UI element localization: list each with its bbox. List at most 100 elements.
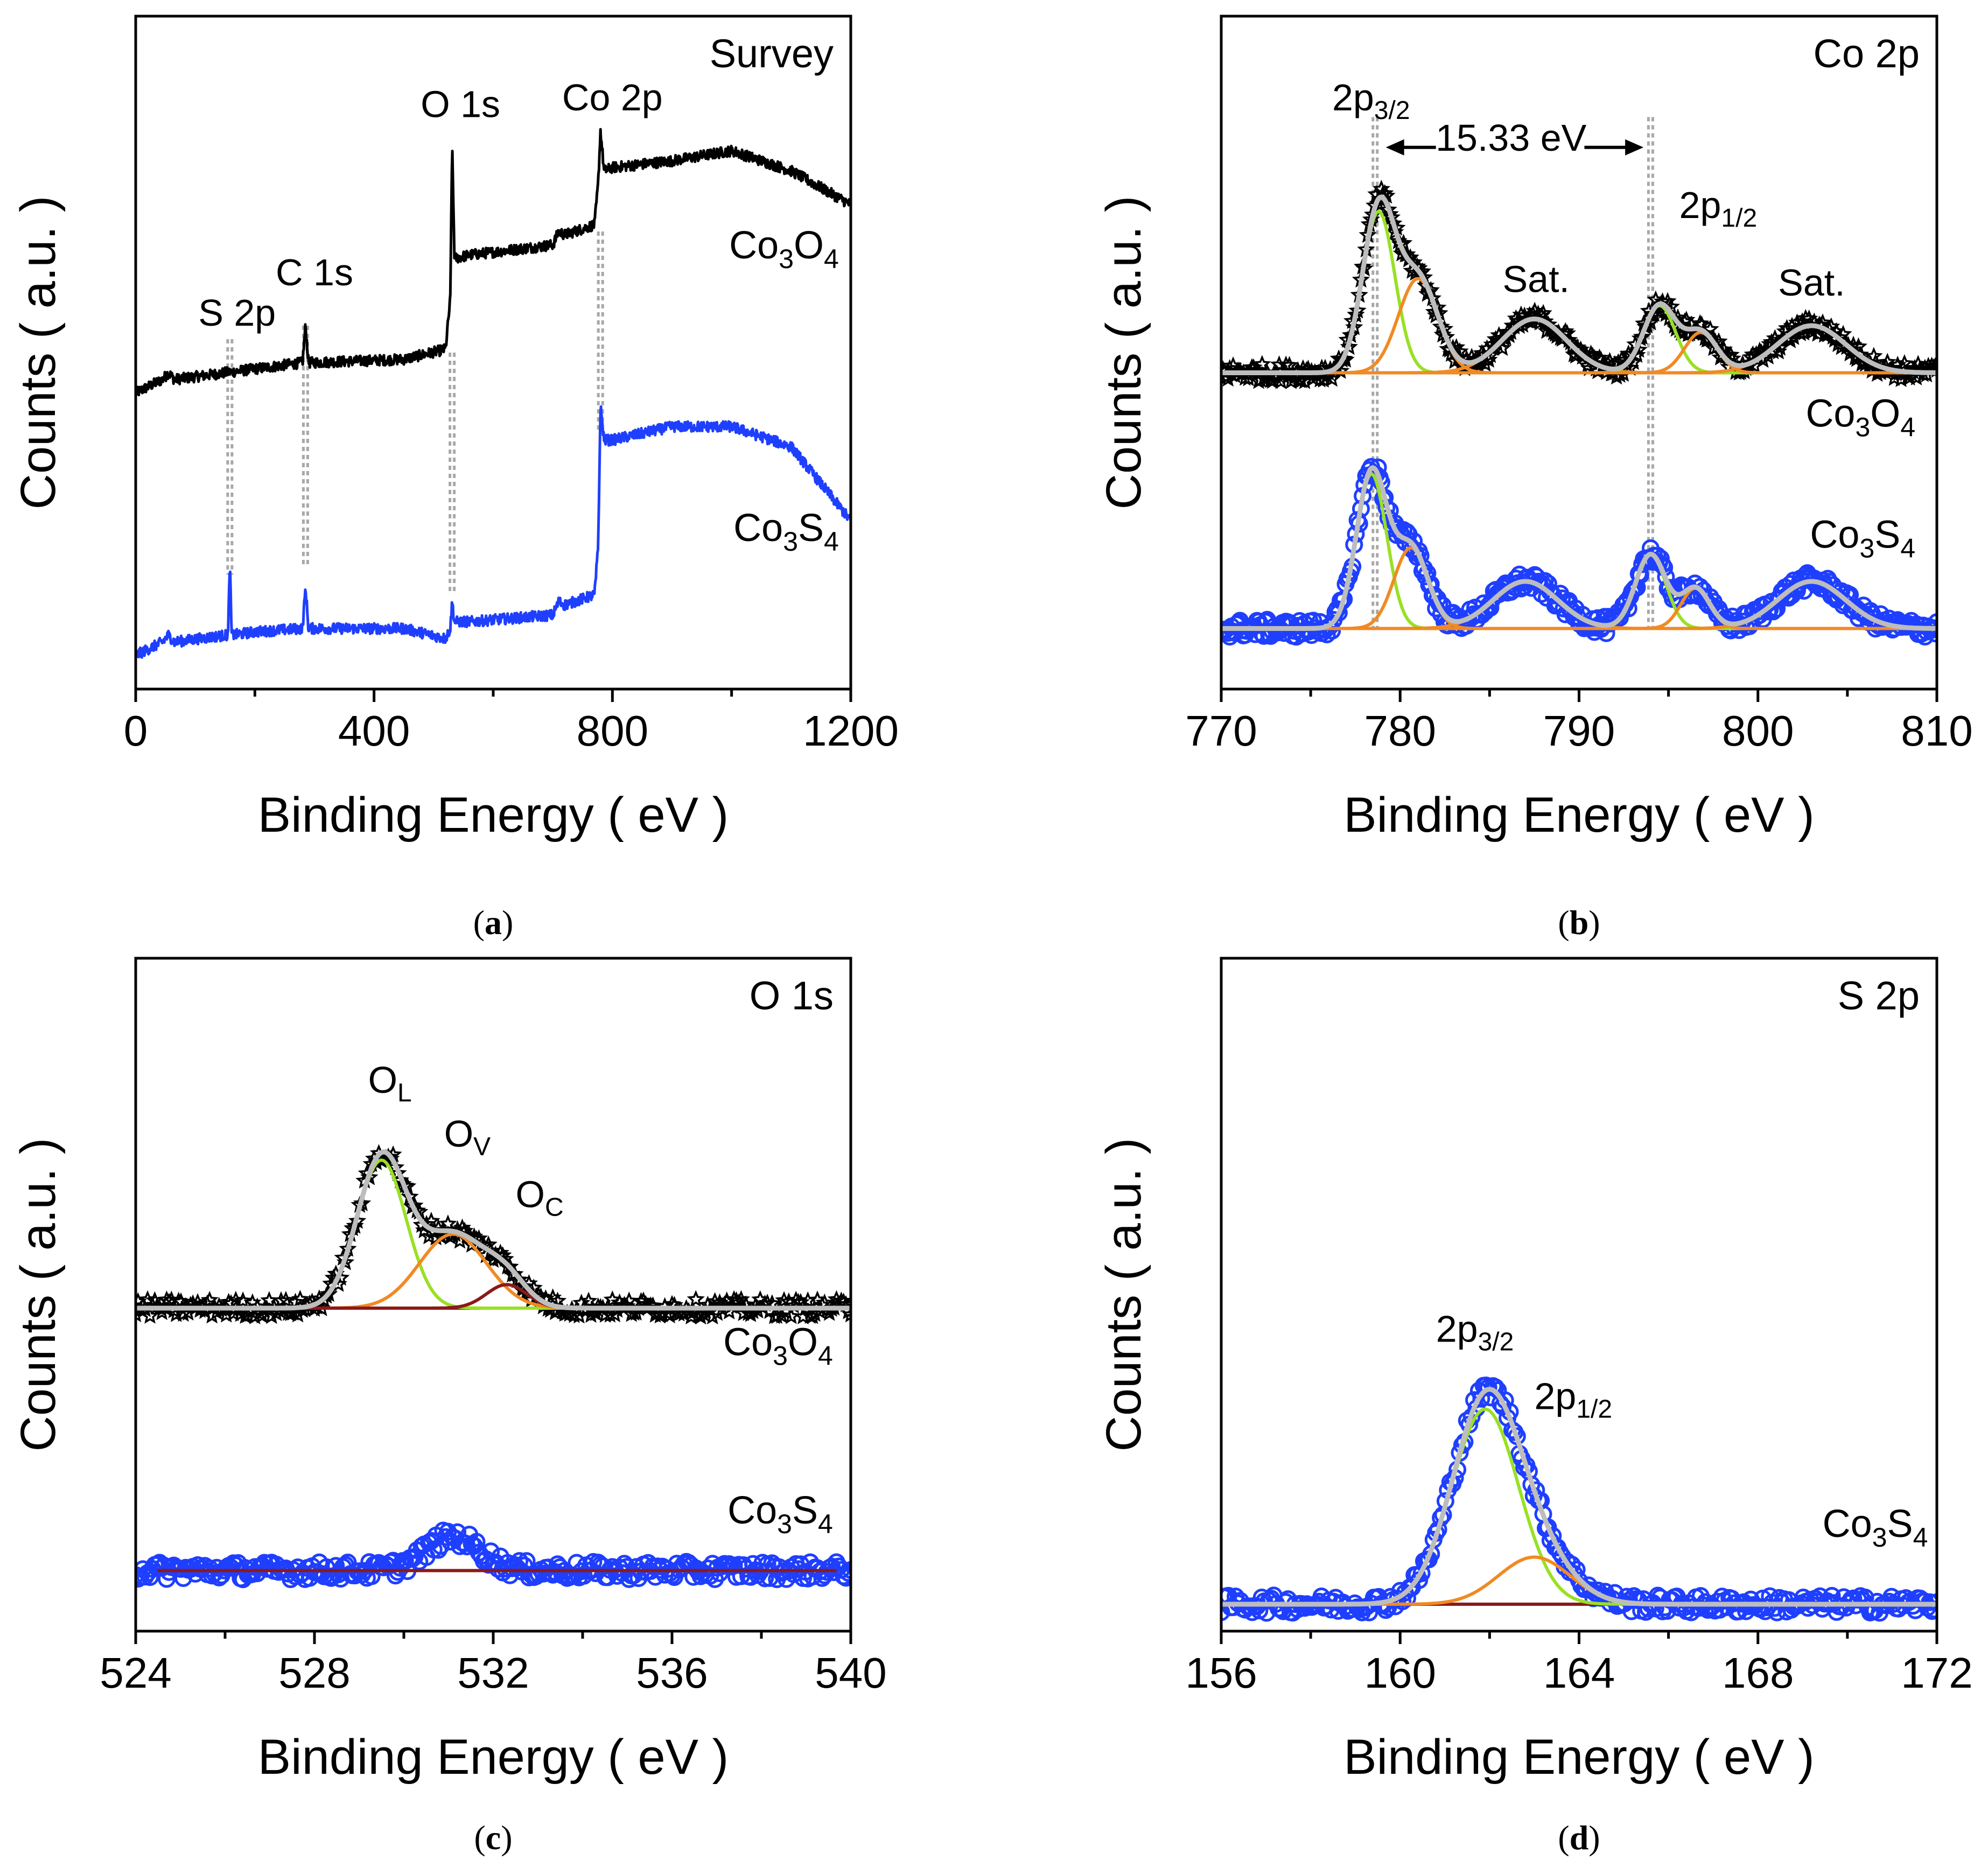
x-axis-label: Binding Energy ( eV ) [1343, 788, 1814, 842]
sample-label-0: Co3O4 [1805, 392, 1915, 443]
x-tick-label: 780 [1364, 707, 1436, 755]
fit-envelope [1221, 1387, 1937, 1607]
x-tick-label: 532 [457, 1649, 529, 1697]
panel-caption-d: (d) [1558, 1818, 1600, 1857]
y-axis-label: Counts ( a.u. ) [11, 196, 66, 510]
data-point [1539, 1518, 1557, 1536]
sample-label-1: Co3S4 [1810, 514, 1915, 564]
sample-label-co: Co [723, 1321, 773, 1364]
data-point [1314, 370, 1333, 388]
plot-area [136, 1144, 851, 1589]
data-point [482, 1542, 500, 1561]
data-point [579, 1291, 598, 1309]
x-tick-label: 156 [1185, 1649, 1257, 1697]
data-point [200, 1290, 219, 1308]
data-point [234, 1291, 252, 1309]
panel-caption-b: (b) [1558, 903, 1600, 942]
data-point [1701, 320, 1719, 337]
caption-paren-open: ( [1558, 1818, 1569, 1857]
data-point [687, 1290, 705, 1308]
panel-b: 770 780 790 800 810 Binding Energy ( eV ) Coun… [1096, 15, 1973, 842]
x-tick-label: 540 [815, 1649, 886, 1697]
data-point [1721, 345, 1740, 363]
data-point [842, 1305, 851, 1323]
sample-label-co: Co [727, 1489, 777, 1532]
data-point [136, 1570, 147, 1588]
peak-label-base: 2p [1436, 1308, 1478, 1350]
sample-label-anion: S [798, 507, 824, 550]
x-axis: 524 528 532 536 540 [100, 1631, 887, 1697]
peak-label-2: OC [516, 1174, 564, 1222]
x-tick-label: 524 [100, 1649, 171, 1697]
peak-label-0: 2p3/2 [1332, 76, 1410, 125]
x-tick-label: 800 [577, 707, 648, 755]
sample-label-anion: S [792, 1489, 818, 1532]
data-point [439, 1214, 457, 1232]
x-tick-label: 528 [278, 1649, 350, 1697]
peak-label-1: 2p1/2 [1534, 1375, 1612, 1424]
fit-envelope [1221, 194, 1937, 375]
data-point [1831, 584, 1849, 602]
panel-a: 0 400 800 1200 Binding Energy ( eV ) Counts (… [11, 15, 899, 842]
panel-title: S 2p [1838, 973, 1920, 1018]
data-point [510, 1270, 529, 1288]
caption-paren-close: ) [1588, 1818, 1600, 1857]
x-axis-label: Binding Energy ( eV ) [1343, 1730, 1814, 1785]
caption-paren-close: ) [502, 903, 513, 942]
x-axis-label: Binding Energy ( eV ) [258, 788, 729, 842]
caption-paren-open: ( [474, 1818, 485, 1857]
caption-letter: d [1570, 1818, 1589, 1857]
panel-caption-c: (c) [474, 1818, 512, 1857]
x-tick-label: 790 [1543, 707, 1615, 755]
sample-label-co: Co [733, 507, 783, 550]
data-point [1425, 303, 1444, 320]
annotation-1: Sat. [1778, 262, 1845, 304]
data-point [272, 1291, 290, 1309]
spectrum-line [136, 128, 851, 397]
panel-c: 524 528 532 536 540 Binding Energy ( eV ) Coun… [11, 957, 887, 1785]
sample-label-0: Co3S4 [1823, 1502, 1928, 1553]
sample-label-co: Co [729, 224, 779, 267]
data-point [319, 1284, 338, 1302]
sample-label-0: Co3O4 [729, 224, 839, 274]
peak-label-base: 2p [1534, 1375, 1576, 1417]
sample-label-sub1: 3 [777, 1509, 792, 1539]
panel-d: 156 160 164 168 172 Binding Energy ( eV ) Coun… [1096, 957, 1973, 1785]
data-point [1928, 613, 1937, 631]
data-point [1928, 360, 1937, 378]
data-point [422, 1211, 440, 1229]
data-point [1253, 355, 1271, 373]
annotation-3: Co 2p [562, 76, 663, 118]
data-point [601, 1305, 619, 1323]
y-axis-label: Counts ( a.u. ) [11, 1138, 66, 1452]
series-co3o4 [1221, 179, 1937, 389]
peak-label-sub: 3/2 [1374, 96, 1410, 125]
sample-label-sub1: 3 [1855, 412, 1870, 443]
sample-label-sub2: 4 [1900, 412, 1915, 443]
x-axis: 0 400 800 1200 [124, 689, 899, 755]
data-point [1336, 350, 1355, 368]
sample-label-sub2: 4 [824, 526, 839, 557]
data-point [1425, 586, 1443, 604]
data-point [524, 1279, 543, 1296]
x-tick-label: 168 [1722, 1649, 1794, 1697]
sample-label-sub2: 4 [818, 1341, 833, 1371]
sample-label-co: Co [1810, 514, 1859, 557]
x-tick-label: 0 [124, 707, 148, 755]
sample-label-sub1: 3 [779, 244, 794, 274]
panel-caption-a: (a) [473, 903, 514, 942]
peak-label-base: 2p [1679, 184, 1721, 226]
sample-label-sub2: 4 [818, 1509, 833, 1539]
series-co3s4 [136, 1521, 851, 1589]
data-point [1476, 354, 1495, 372]
data-point [1587, 1584, 1605, 1603]
x-tick-label: 810 [1901, 707, 1972, 755]
data-point [291, 1289, 310, 1307]
annotation-2: 15.33 eV [1436, 117, 1587, 159]
data-point [1878, 353, 1896, 370]
sample-label-sub1: 3 [1872, 1522, 1887, 1553]
x-tick-label: 400 [338, 707, 410, 755]
sample-label-anion: O [788, 1321, 818, 1364]
sample-label-anion: S [1887, 1502, 1913, 1546]
